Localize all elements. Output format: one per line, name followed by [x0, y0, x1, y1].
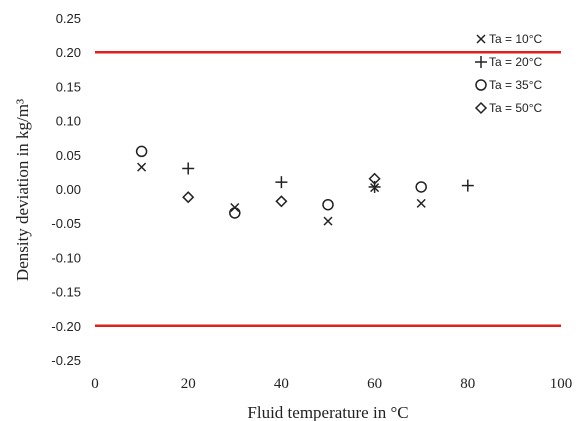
legend-label: Ta = 20°C [489, 55, 542, 69]
data-point-circle [229, 207, 241, 219]
legend-label: Ta = 10°C [489, 32, 542, 46]
y-axis-label: Density deviation in kg/m³ [13, 99, 32, 281]
data-point-x [137, 162, 147, 172]
legend-item: Ta = 20°C [475, 55, 542, 69]
x-tick-label: 20 [181, 376, 196, 392]
y-tick-label: -0.15 [51, 285, 81, 300]
x-tick-label: 80 [460, 376, 475, 392]
y-tick-label: 0.05 [56, 148, 81, 163]
data-point-circle [415, 181, 427, 193]
y-tick-label: 0.10 [56, 114, 81, 129]
y-axis-ticks: 0.25 0.20 0.15 0.10 0.05 0.00 -0.05 -0.10 -0.15 -… [51, 11, 81, 368]
data-point-diamond [182, 191, 195, 204]
data-point-diamond [368, 172, 381, 185]
data-point-diamond [275, 195, 288, 208]
data-point-circle [135, 145, 148, 158]
y-tick-label: 0.25 [56, 11, 81, 26]
legend-item: Ta = 50°C [474, 101, 542, 115]
x-axis-label: Fluid temperature in °C [247, 403, 408, 421]
y-tick-label: -0.10 [51, 250, 81, 265]
limit-lines [95, 50, 561, 328]
x-tick-label: 60 [367, 376, 382, 392]
legend-item: Ta = 35°C [475, 78, 542, 92]
legend-marker-x [476, 34, 486, 44]
data-point-x [323, 216, 333, 226]
legend: Ta = 10°C Ta = 20°C Ta = 35°C Ta = 50°C [474, 32, 542, 115]
y-tick-label: -0.25 [51, 353, 81, 368]
x-axis-ticks: 0 20 40 60 80 100 [91, 376, 572, 392]
legend-marker-diamond [474, 101, 488, 115]
data-point-plus [275, 176, 288, 189]
x-tick-label: 100 [550, 376, 573, 392]
data-point-circle [322, 198, 334, 211]
legend-label: Ta = 35°C [489, 78, 542, 92]
data-point-plus [461, 179, 474, 192]
y-tick-label: 0.20 [56, 45, 81, 60]
x-tick-label: 40 [274, 376, 289, 392]
legend-item: Ta = 10°C [476, 32, 542, 46]
x-tick-label: 0 [91, 376, 99, 392]
y-tick-label: -0.20 [51, 319, 81, 334]
legend-label: Ta = 50°C [489, 101, 542, 115]
legend-marker-circle [475, 79, 487, 91]
legend-marker-plus [475, 56, 487, 68]
data-point-plus [182, 162, 195, 175]
data-points [135, 145, 474, 226]
y-tick-label: 0.00 [56, 182, 81, 197]
data-point-x [416, 198, 426, 208]
y-tick-label: 0.15 [56, 79, 81, 94]
y-tick-label: -0.05 [51, 216, 81, 231]
